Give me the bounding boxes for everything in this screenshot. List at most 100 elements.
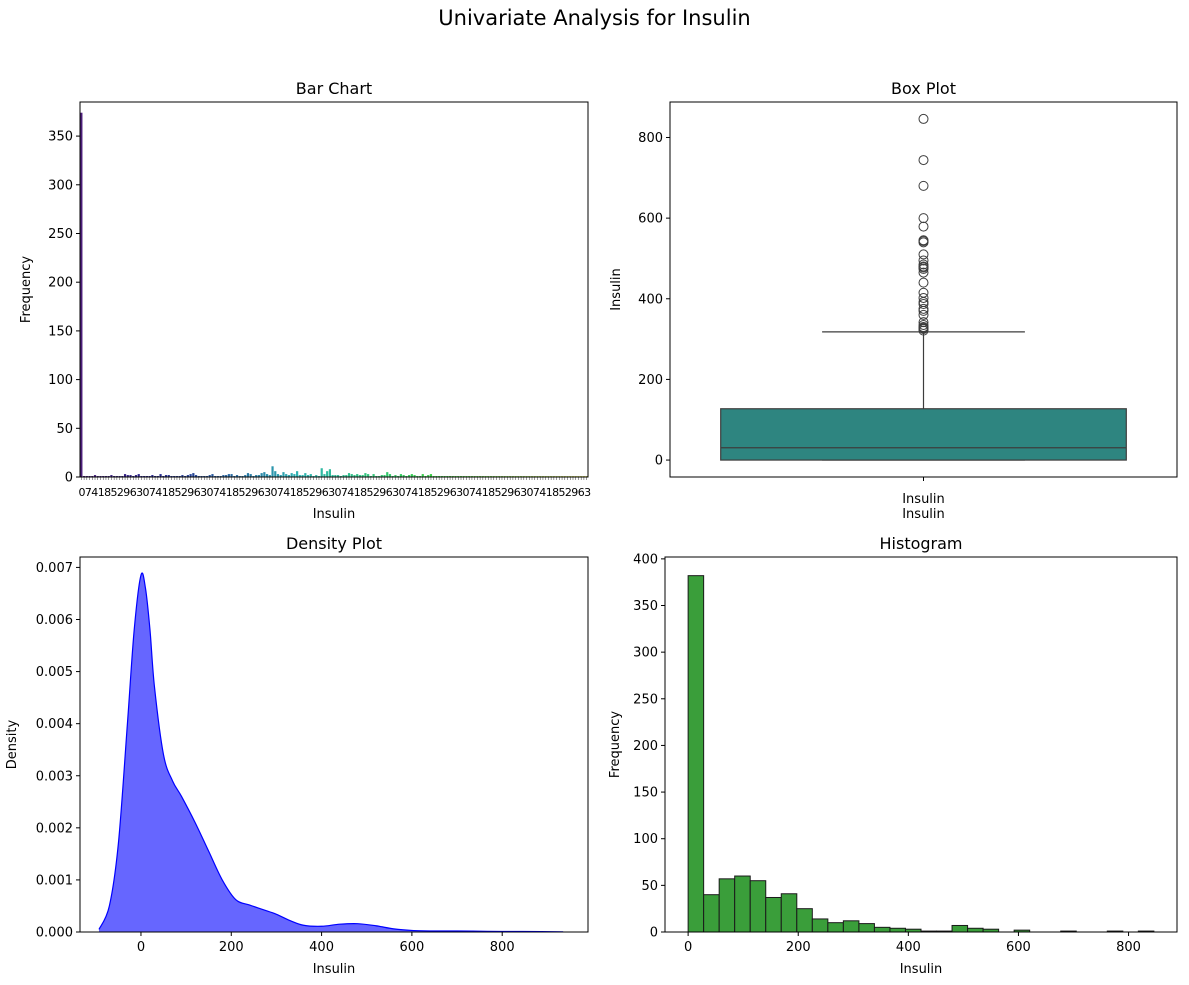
x-tick-label-0: 6 xyxy=(514,486,521,499)
bar xyxy=(285,474,288,477)
bar xyxy=(326,471,329,477)
x-tick-label-0: 9 xyxy=(251,486,258,499)
bar xyxy=(137,474,140,477)
outlier-point xyxy=(918,255,929,266)
bar xyxy=(350,474,353,477)
bar-series xyxy=(80,112,588,477)
x-tick-label-0: 0 xyxy=(527,486,534,499)
bar xyxy=(413,475,416,477)
x-tick-label-0: 6 xyxy=(194,486,201,499)
x-axis-label-0: Insulin xyxy=(313,507,356,522)
y-tick-label-1: 400 xyxy=(638,292,663,307)
bar xyxy=(167,475,170,477)
x-tick-label-0: 1 xyxy=(98,486,105,499)
bar xyxy=(429,474,433,477)
x-tick-label-0: 1 xyxy=(354,486,361,499)
y-tick-label-3: 0 xyxy=(650,926,658,941)
x-tick-label-0: 9 xyxy=(379,486,386,499)
outlier-point xyxy=(918,180,929,191)
bar xyxy=(263,472,266,477)
x-tick-label-0: 4 xyxy=(91,486,98,499)
x-tick-label-0: 5 xyxy=(495,486,502,499)
x-tick-label-0: 3 xyxy=(264,486,271,499)
bar xyxy=(274,471,277,477)
x-tick-label-0: 5 xyxy=(559,486,566,499)
x-tick-label-0: 3 xyxy=(392,486,399,499)
x-tick-label-0: 1 xyxy=(418,486,425,499)
bar xyxy=(296,471,299,477)
x-tick-label-0: 7 xyxy=(213,486,220,499)
outlier-point xyxy=(918,319,929,330)
x-tick-label-0: 8 xyxy=(360,486,367,499)
x-tick-label-0: 0 xyxy=(79,486,86,499)
x-tick-label-3: 200 xyxy=(786,940,811,955)
bar xyxy=(255,475,258,477)
bar xyxy=(304,473,307,477)
y-axis-label-3: Frequency xyxy=(608,711,623,778)
x-tick-label-1: Insulin xyxy=(902,492,945,507)
x-tick-label-2: 800 xyxy=(490,940,515,955)
x-tick-label-2: 0 xyxy=(137,940,145,955)
bar xyxy=(410,474,413,477)
x-tick-label-0: 3 xyxy=(520,486,527,499)
y-tick-label-0: 300 xyxy=(48,178,73,193)
bar xyxy=(265,474,269,477)
bar xyxy=(306,475,310,477)
bar xyxy=(151,475,154,477)
histogram-bar xyxy=(796,908,813,933)
axes-frame-1 xyxy=(669,101,1178,478)
histogram-bar xyxy=(842,920,860,933)
x-tick-label-0: 7 xyxy=(533,486,540,499)
y-tick-label-2: 0.002 xyxy=(36,821,73,836)
bar xyxy=(345,475,348,477)
x-tick-label-0: 3 xyxy=(456,486,463,499)
bar xyxy=(225,475,228,477)
bar xyxy=(208,475,211,477)
x-tick-label-0: 0 xyxy=(207,486,214,499)
bar xyxy=(331,475,334,477)
x-tick-label-0: 4 xyxy=(411,486,418,499)
bar xyxy=(235,475,239,477)
x-tick-label-0: 1 xyxy=(162,486,169,499)
y-tick-label-0: 250 xyxy=(48,227,73,242)
y-tick-label-3: 300 xyxy=(633,646,658,661)
outlier-point xyxy=(918,155,929,166)
y-tick-label-2: 0.000 xyxy=(36,926,73,941)
x-tick-label-0: 1 xyxy=(226,486,233,499)
axes-frame-0 xyxy=(79,101,589,478)
x-tick-label-0: 3 xyxy=(136,486,143,499)
figure-title: Univariate Analysis for Insulin xyxy=(438,6,751,30)
y-tick-label-1: 600 xyxy=(638,212,663,227)
bar xyxy=(290,473,293,477)
x-tick-label-0: 0 xyxy=(399,486,406,499)
bar xyxy=(260,473,263,477)
bar xyxy=(353,475,356,477)
y-tick-label-0: 350 xyxy=(48,130,73,145)
x-tick-label-0: 3 xyxy=(584,486,591,499)
y-tick-label-3: 250 xyxy=(633,692,658,707)
bar xyxy=(159,474,162,477)
y-axis-label-0: Frequency xyxy=(19,256,34,323)
outlier-point xyxy=(918,213,929,224)
bar xyxy=(129,475,132,477)
bar xyxy=(380,475,383,477)
x-tick-label-0: 8 xyxy=(488,486,495,499)
x-tick-label-0: 1 xyxy=(290,486,297,499)
axes-frame-3 xyxy=(664,556,1178,933)
x-tick-label-0: 6 xyxy=(386,486,393,499)
x-tick-label-0: 2 xyxy=(245,486,252,499)
x-tick-label-0: 5 xyxy=(175,486,182,499)
bar xyxy=(282,472,285,477)
x-axis-label-2: Insulin xyxy=(313,962,356,977)
x-tick-label-0: 5 xyxy=(367,486,374,499)
x-tick-label-0: 6 xyxy=(322,486,329,499)
bar xyxy=(287,475,291,477)
outlier-point xyxy=(918,235,929,246)
x-tick-label-0: 7 xyxy=(149,486,156,499)
bar xyxy=(222,475,225,477)
outlier-point xyxy=(918,249,929,260)
bar xyxy=(164,475,168,477)
x-tick-label-3: 600 xyxy=(1006,940,1031,955)
histogram-bar xyxy=(718,878,736,933)
histogram-bar xyxy=(703,894,720,933)
